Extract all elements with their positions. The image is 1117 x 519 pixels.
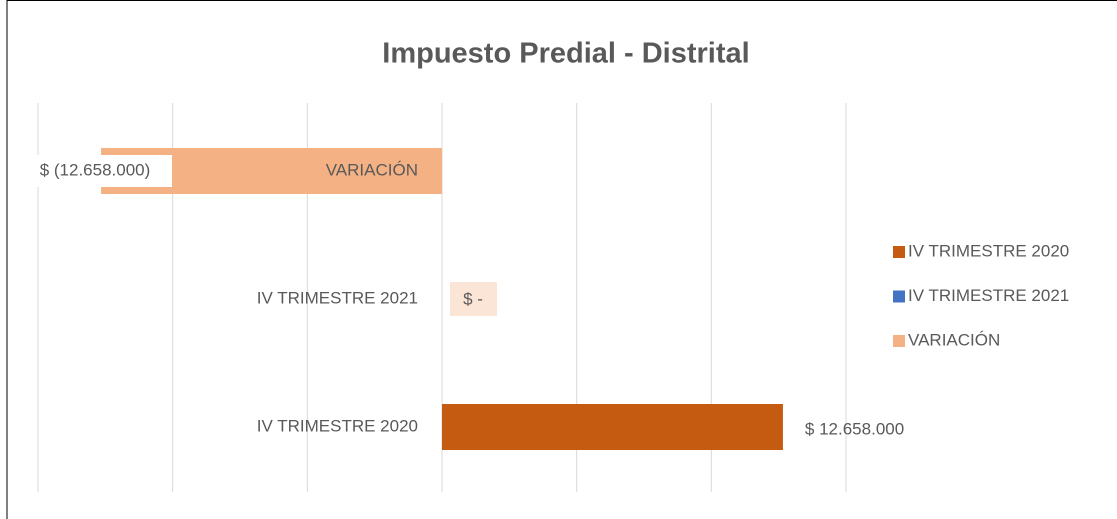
value-label: $ 12.658.000 — [805, 419, 904, 438]
legend-label: VARIACIÓN — [908, 330, 1000, 349]
bar — [442, 404, 783, 450]
legend-label: IV TRIMESTRE 2020 — [908, 241, 1069, 260]
value-label: $ (12.658.000) — [40, 160, 151, 179]
chart-title: Impuesto Predial - Distrital — [382, 38, 749, 70]
value-label: $ - — [463, 289, 483, 308]
category-label: IV TRIMESTRE 2020 — [257, 416, 418, 435]
legend-swatch — [893, 246, 905, 258]
value-label-bg — [450, 282, 497, 316]
chart-border — [6, 0, 1117, 519]
value-label-bg — [18, 155, 172, 187]
legend-swatch — [893, 290, 905, 303]
legend-label: IV TRIMESTRE 2021 — [908, 286, 1069, 305]
legend-swatch — [893, 335, 905, 347]
category-label: IV TRIMESTRE 2021 — [257, 288, 418, 307]
category-label: VARIACIÓN — [326, 160, 418, 179]
